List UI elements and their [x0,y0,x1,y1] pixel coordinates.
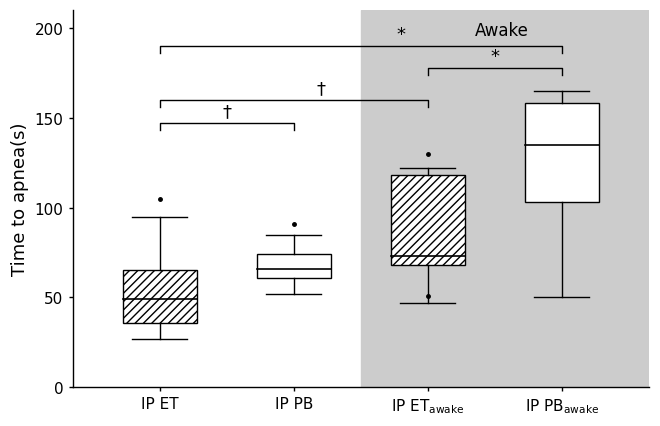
Bar [391,176,465,265]
Bar [257,255,331,278]
Bar [391,176,465,265]
Bar [123,271,197,323]
Text: †: † [222,103,231,121]
Text: Awake: Awake [475,22,529,40]
Bar [361,11,649,387]
Y-axis label: Time to apnea(s): Time to apnea(s) [11,123,29,276]
Text: *: * [397,26,405,44]
Bar [123,271,197,323]
Bar [525,104,599,203]
Bar [257,255,331,278]
Text: *: * [490,48,499,66]
Text: †: † [316,80,325,98]
Bar [525,104,599,203]
